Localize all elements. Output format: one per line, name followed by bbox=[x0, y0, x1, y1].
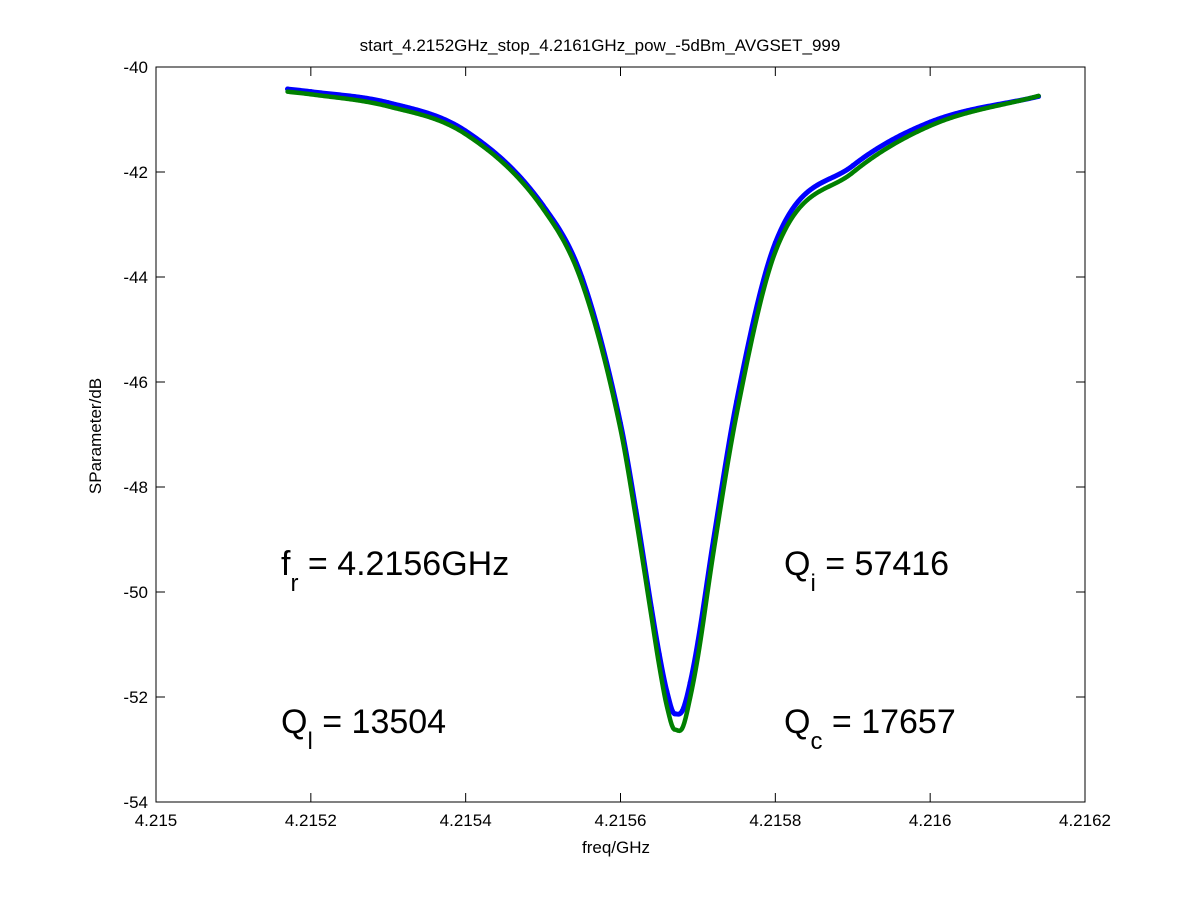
y-axis-label: SParameter/dB bbox=[86, 378, 105, 494]
measured-series-point bbox=[672, 711, 678, 717]
fit-series-point bbox=[695, 654, 700, 659]
y-tick-label: -46 bbox=[123, 373, 148, 392]
fit-series-point bbox=[734, 412, 739, 417]
chart-title: start_4.2152GHz_stop_4.2161GHz_pow_-5dBm… bbox=[360, 36, 841, 55]
x-tick-label: 4.215 bbox=[135, 811, 178, 830]
internal-q-annotation: Qi = 57416 bbox=[784, 545, 949, 597]
coupling-q-annotation: Qc = 17657 bbox=[784, 703, 956, 755]
loaded-q-annotation: Ql = 13504 bbox=[281, 703, 446, 755]
fit-series-point bbox=[618, 427, 623, 432]
fit-series-point bbox=[649, 614, 654, 619]
fit-series-point bbox=[463, 132, 468, 137]
resonance-frequency-annotation: fr = 4.2156GHz bbox=[281, 545, 509, 597]
x-axis-label: freq/GHz bbox=[582, 838, 650, 857]
fit-series-point bbox=[541, 206, 546, 211]
fit-series-point bbox=[850, 170, 855, 175]
x-tick-label: 4.2152 bbox=[285, 811, 337, 830]
y-tick-label: -50 bbox=[123, 583, 148, 602]
fit-series-point bbox=[672, 727, 677, 732]
fit-series-point bbox=[928, 123, 933, 128]
measured-series-line bbox=[285, 86, 1042, 717]
x-tick-label: 4.2158 bbox=[749, 811, 801, 830]
fit-series-point bbox=[680, 725, 685, 730]
x-tick-label: 4.216 bbox=[909, 811, 952, 830]
fit-series-point bbox=[1036, 93, 1041, 98]
y-tick-label: -40 bbox=[123, 58, 148, 77]
fit-series-point bbox=[657, 663, 662, 668]
y-tick-label: -54 bbox=[123, 793, 148, 812]
fit-series-point bbox=[386, 104, 391, 109]
fit-series-line bbox=[285, 89, 1041, 734]
fit-series-point bbox=[285, 89, 290, 94]
fit-series-point bbox=[773, 249, 778, 254]
x-tick-label: 4.2154 bbox=[440, 811, 492, 830]
y-tick-label: -44 bbox=[123, 268, 148, 287]
fit-series-point bbox=[579, 280, 584, 285]
fit-series-point bbox=[633, 516, 638, 521]
fit-series-point bbox=[664, 704, 669, 709]
measured-series-point bbox=[679, 708, 685, 714]
y-tick-label: -42 bbox=[123, 163, 148, 182]
fit-series-point bbox=[711, 550, 716, 555]
x-tick-label: 4.2162 bbox=[1059, 811, 1111, 830]
y-tick-label: -52 bbox=[123, 688, 148, 707]
fit-series-point bbox=[308, 92, 313, 97]
x-tick-label: 4.2156 bbox=[595, 811, 647, 830]
y-tick-label: -48 bbox=[123, 478, 148, 497]
fit-series-point bbox=[688, 695, 693, 700]
measured-series-point bbox=[850, 163, 856, 169]
